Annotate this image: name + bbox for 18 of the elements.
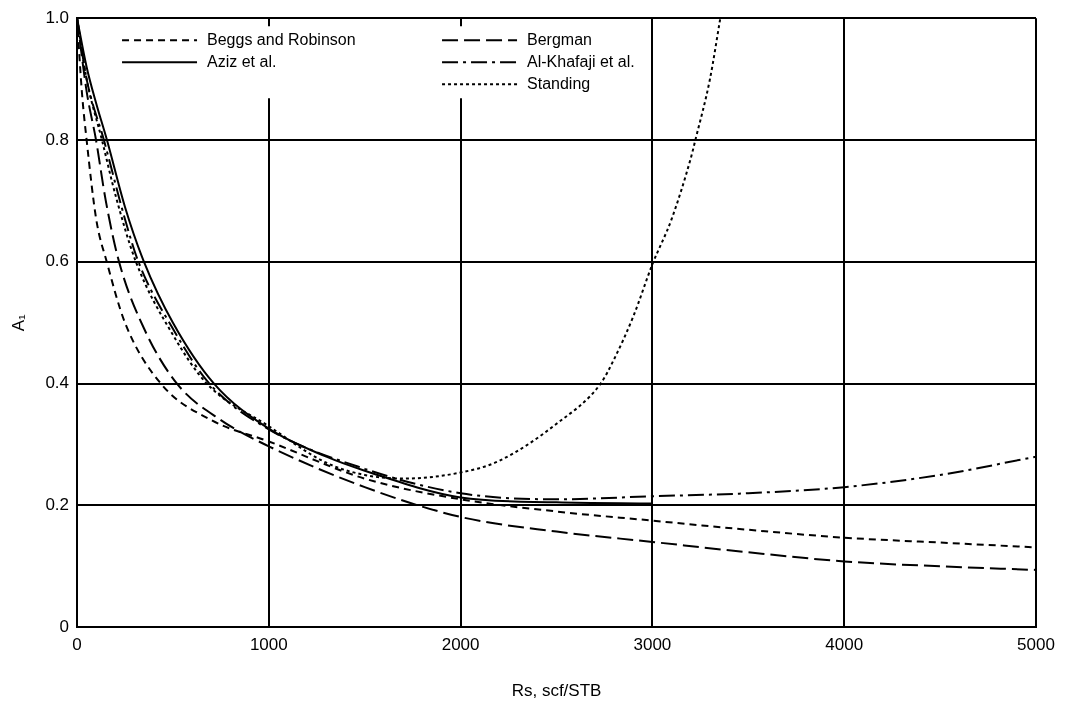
y-tick-label: 0.2 bbox=[45, 495, 70, 515]
x-tick-label: 3000 bbox=[633, 635, 672, 655]
legend-label: Al-Khafaji et al. bbox=[527, 52, 635, 70]
y-axis-title: A₁ bbox=[8, 313, 28, 332]
x-tick-label: 4000 bbox=[825, 635, 864, 655]
x-tick-label: 5000 bbox=[1017, 635, 1055, 655]
x-axis-title: Rs, scf/STB bbox=[511, 681, 602, 701]
x-tick-label: 1000 bbox=[249, 635, 288, 655]
legend-label: Aziz et al. bbox=[207, 52, 277, 70]
y-tick-label: 0.4 bbox=[45, 373, 70, 393]
x-tick-label: 2000 bbox=[441, 635, 480, 655]
legend-label: Bergman bbox=[527, 30, 592, 48]
legend-label: Standing bbox=[527, 74, 591, 92]
y-tick-label: 0.6 bbox=[45, 251, 70, 271]
y-tick-label: 0.8 bbox=[45, 129, 70, 149]
legend-label: Beggs and Robinson bbox=[207, 30, 356, 48]
y-tick-label: 1.0 bbox=[45, 7, 70, 27]
y-tick-label: 0 bbox=[59, 616, 70, 636]
